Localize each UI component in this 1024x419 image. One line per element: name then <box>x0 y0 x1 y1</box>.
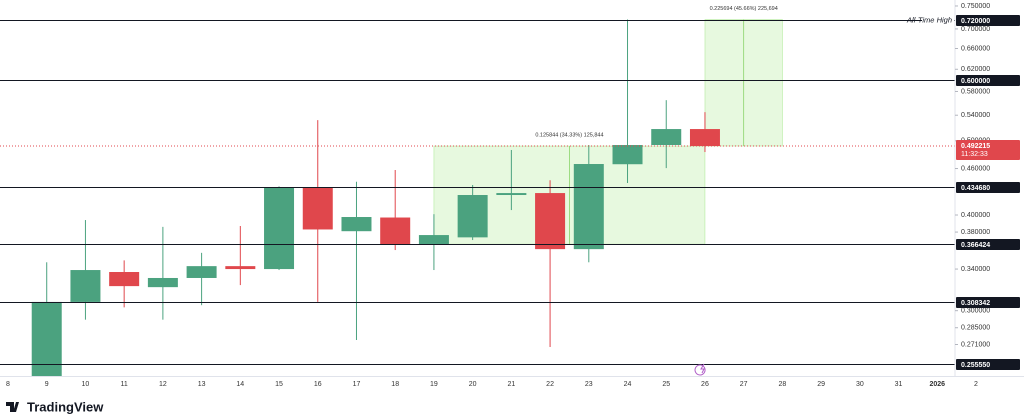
x-tick-label: 11 <box>121 381 128 388</box>
axes: 0.750000 0.700000 0.660000 0.620000 0.580000… <box>6 3 1020 388</box>
x-tick-label: 13 <box>198 381 206 388</box>
y-tick-label: 0.340000 <box>961 266 990 273</box>
level-tag <box>956 297 1020 308</box>
level-tag-label: 0.600000 <box>961 78 990 85</box>
candle-body <box>496 193 527 196</box>
logo: TradingView <box>6 399 104 414</box>
measure-label: 0.125844 (34.33%) 125,844 <box>535 132 603 138</box>
last-price-tag <box>956 140 1020 161</box>
candle-body <box>651 129 682 146</box>
y-tick-label: 0.285000 <box>961 325 990 332</box>
x-tick-label: 14 <box>236 381 244 388</box>
brand-name: TradingView <box>27 399 104 414</box>
x-tick-label: 27 <box>740 381 748 388</box>
x-tick-label: 2026 <box>929 381 945 388</box>
logo-icon <box>6 402 19 412</box>
candle-body <box>612 145 643 165</box>
countdown-label: 11:32:33 <box>961 151 988 158</box>
candle-body <box>418 235 449 245</box>
candle-body <box>341 217 372 232</box>
x-tick-label: 9 <box>45 381 49 388</box>
level-note: All-Time High <box>906 15 952 24</box>
y-tick-label: 0.580000 <box>961 88 990 95</box>
candle-body <box>689 129 720 147</box>
x-tick-label: 25 <box>662 381 670 388</box>
candle-body <box>186 266 217 278</box>
y-tick-label: 0.540000 <box>961 112 990 119</box>
level-tag <box>956 359 1020 370</box>
x-tick-label: 19 <box>430 381 438 388</box>
y-tick-label: 0.460000 <box>961 165 990 172</box>
candle-body <box>147 277 178 288</box>
level-tag-label: 0.366424 <box>961 242 990 249</box>
candle-body <box>573 164 604 250</box>
plot-area <box>0 19 955 376</box>
level-tag-label: 0.308342 <box>961 300 990 307</box>
level-tag <box>956 75 1020 86</box>
x-tick-label: 21 <box>507 381 515 388</box>
x-tick-label: 26 <box>701 381 709 388</box>
candle-body <box>225 266 256 270</box>
candle-body <box>380 217 411 245</box>
x-tick-label: 24 <box>624 381 632 388</box>
candle-body <box>31 301 62 376</box>
y-tick-label: 0.750000 <box>961 3 990 10</box>
y-tick-label: 0.271000 <box>961 341 990 348</box>
candle-body <box>457 195 488 238</box>
x-tick-label: 15 <box>275 381 283 388</box>
x-tick-label: 31 <box>895 381 903 388</box>
x-tick-label: 2 <box>974 381 978 388</box>
x-tick-label: 20 <box>469 381 477 388</box>
level-tag-label: 0.720000 <box>961 18 990 25</box>
x-tick-label: 10 <box>82 381 90 388</box>
level-tag <box>956 182 1020 193</box>
candle-body <box>109 272 140 287</box>
last-price-label: 0.492215 <box>961 143 990 150</box>
x-tick-label: 29 <box>817 381 825 388</box>
y-tick-label: 0.380000 <box>961 229 990 236</box>
level-tag-label: 0.255550 <box>961 362 990 369</box>
candle-body <box>264 187 295 270</box>
x-tick-label: 28 <box>779 381 787 388</box>
x-tick-label: 23 <box>585 381 593 388</box>
level-note-bg <box>922 14 954 27</box>
candle-body <box>70 270 101 302</box>
y-tick-label: 0.660000 <box>961 45 990 52</box>
y-tick-label: 0.300000 <box>961 308 990 315</box>
event-icon <box>694 363 706 376</box>
y-tick-label: 0.620000 <box>961 66 990 73</box>
x-tick-label: 17 <box>353 381 361 388</box>
x-tick-label: 30 <box>856 381 864 388</box>
level-tag-label: 0.434680 <box>961 185 990 192</box>
x-tick-label: 8 <box>6 381 10 388</box>
x-tick-label: 18 <box>391 381 399 388</box>
x-tick-label: 22 <box>546 381 554 388</box>
y-tick-label: 0.700000 <box>961 26 990 33</box>
level-tag <box>956 15 1020 26</box>
level-tag <box>956 239 1020 250</box>
y-tick-label: 0.400000 <box>961 212 990 219</box>
candle-body <box>302 187 333 230</box>
measure-label: 0.225694 (45.66%) 225,694 <box>710 6 778 12</box>
x-tick-label: 16 <box>314 381 322 388</box>
x-tick-label: 12 <box>159 381 167 388</box>
candle-body <box>535 193 566 250</box>
